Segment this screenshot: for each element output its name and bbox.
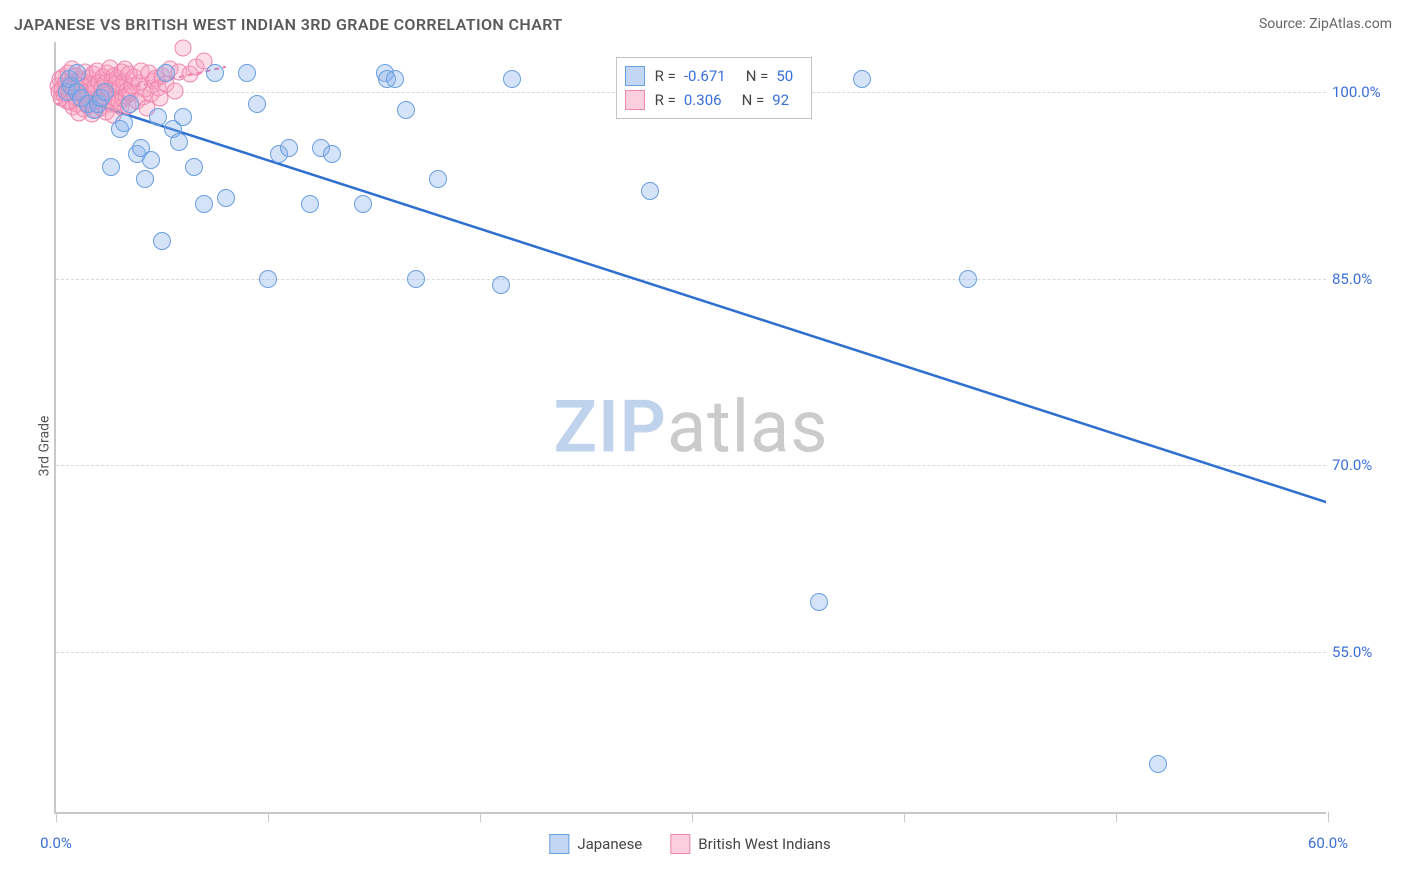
data-point: [397, 101, 415, 119]
legend-label-bwi: British West Indians: [698, 835, 830, 853]
gridline: [56, 652, 1326, 653]
data-point: [386, 70, 404, 88]
legend-label-japanese: Japanese: [577, 835, 642, 853]
data-point: [157, 64, 175, 82]
x-tick: [268, 812, 269, 822]
data-point: [153, 232, 171, 250]
bottom-legend: Japanese British West Indians: [549, 834, 830, 854]
plot-container: ZIPatlas 55.0%70.0%85.0%100.0%0.0%60.0%R…: [54, 42, 1326, 814]
data-point: [1149, 755, 1167, 773]
data-point: [96, 83, 114, 101]
swatch-blue-icon: [549, 834, 569, 854]
data-point: [959, 270, 977, 288]
stat-n-label: N =: [746, 64, 769, 88]
data-point: [142, 151, 160, 169]
gridline: [56, 279, 1326, 280]
y-tick-label: 100.0%: [1332, 83, 1392, 101]
data-point: [259, 270, 277, 288]
data-point: [641, 182, 659, 200]
x-tick: [56, 812, 57, 822]
x-tick: [480, 812, 481, 822]
legend-item-bwi: British West Indians: [670, 834, 830, 854]
swatch-pink-icon: [670, 834, 690, 854]
stat-r-label: R =: [655, 88, 676, 112]
watermark-part1: ZIP: [553, 385, 666, 470]
data-point: [810, 593, 828, 611]
data-point: [175, 40, 192, 57]
data-point: [323, 145, 341, 163]
gridline: [56, 465, 1326, 466]
data-point: [115, 114, 133, 132]
data-point: [217, 189, 235, 207]
y-tick-label: 55.0%: [1332, 643, 1392, 661]
data-point: [195, 195, 213, 213]
data-point: [166, 82, 183, 99]
data-point: [503, 70, 521, 88]
legend-item-japanese: Japanese: [549, 834, 642, 854]
data-point: [354, 195, 372, 213]
data-point: [248, 95, 266, 113]
data-point: [492, 276, 510, 294]
watermark: ZIPatlas: [553, 385, 828, 470]
data-point: [238, 64, 256, 82]
swatch-blue-icon: [625, 66, 645, 86]
watermark-part2: atlas: [667, 385, 829, 470]
x-tick: [1328, 812, 1329, 822]
data-point: [136, 170, 154, 188]
stat-r-value: -0.671: [684, 64, 726, 88]
data-point: [121, 95, 139, 113]
data-point: [170, 133, 188, 151]
stats-row: R = 0.306 N = 92: [625, 88, 804, 112]
data-point: [280, 139, 298, 157]
source-attribution: Source: ZipAtlas.com: [1259, 16, 1392, 32]
chart-title: JAPANESE VS BRITISH WEST INDIAN 3RD GRAD…: [14, 15, 563, 34]
x-tick-label: 0.0%: [40, 834, 72, 852]
stat-n-value: 92: [772, 88, 789, 112]
data-point: [185, 158, 203, 176]
x-tick-label: 60.0%: [1308, 834, 1348, 852]
data-point: [853, 70, 871, 88]
stat-n-label: N =: [742, 88, 765, 112]
trend-lines: [56, 42, 1326, 812]
plot-area: ZIPatlas 55.0%70.0%85.0%100.0%0.0%60.0%R…: [54, 42, 1326, 814]
data-point: [149, 108, 167, 126]
stat-r-label: R =: [655, 64, 676, 88]
data-point: [206, 64, 224, 82]
y-tick-label: 70.0%: [1332, 456, 1392, 474]
y-tick-label: 85.0%: [1332, 270, 1392, 288]
data-point: [301, 195, 319, 213]
data-point: [429, 170, 447, 188]
data-point: [407, 270, 425, 288]
y-axis-label: 3rd Grade: [36, 416, 52, 477]
stat-r-value: 0.306: [684, 88, 722, 112]
stats-box: R =-0.671N =50R =0.306N =92: [616, 57, 813, 119]
data-point: [68, 64, 86, 82]
data-point: [102, 158, 120, 176]
stats-row: R = -0.671 N = 50: [625, 64, 804, 88]
x-tick: [904, 812, 905, 822]
swatch-pink-icon: [625, 90, 645, 110]
x-tick: [1116, 812, 1117, 822]
stat-n-value: 50: [776, 64, 793, 88]
x-tick: [692, 812, 693, 822]
data-point: [174, 108, 192, 126]
